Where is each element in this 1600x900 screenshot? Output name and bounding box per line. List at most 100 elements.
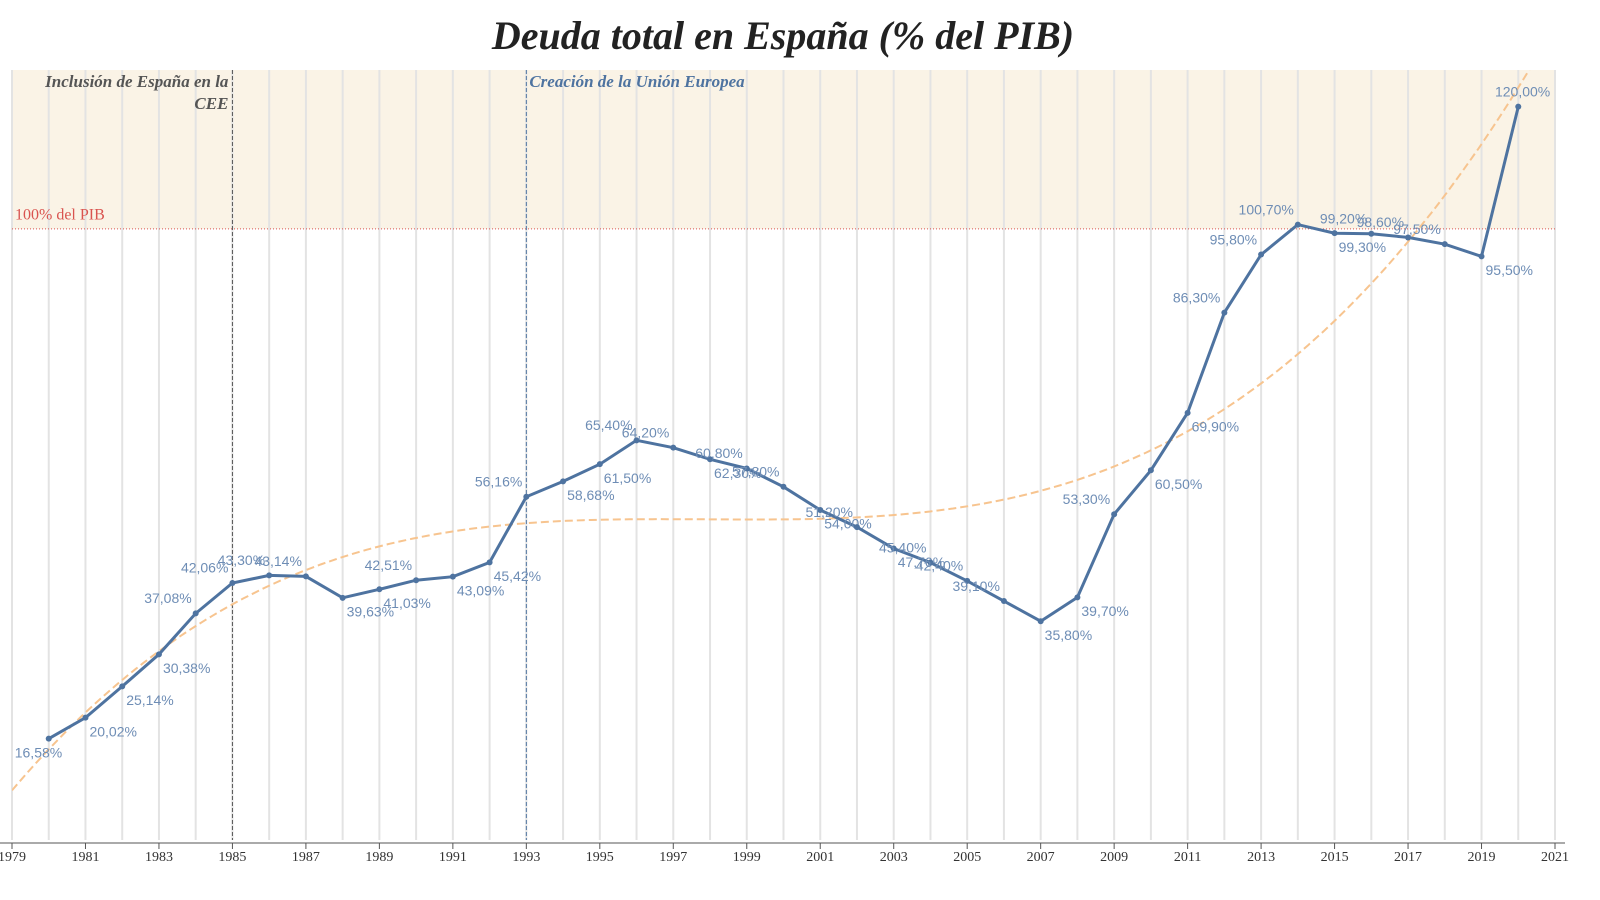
data-label: 56,16%: [475, 474, 522, 490]
data-label: 61,50%: [604, 470, 651, 486]
point: [155, 651, 162, 658]
point: [964, 577, 971, 584]
x-tick-label: 1995: [586, 850, 614, 865]
x-tick-label: 1989: [365, 850, 393, 865]
data-label: 43,09%: [457, 582, 504, 598]
x-tick-label: 2019: [1468, 850, 1496, 865]
x-tick-label: 2001: [806, 850, 834, 865]
point: [670, 444, 677, 451]
annotation-label: Inclusión de España en la CEE: [44, 72, 229, 113]
data-label: 65,40%: [585, 417, 632, 433]
annotation-label: Creación de la Unión Europea: [529, 72, 745, 91]
x-tick-label: 2009: [1100, 850, 1128, 865]
point: [1111, 511, 1118, 518]
x-tick-label: 1983: [145, 850, 173, 865]
point: [853, 524, 860, 531]
point: [780, 483, 787, 490]
point: [1074, 594, 1081, 601]
x-tick-label: 1979: [0, 850, 26, 865]
point: [1258, 251, 1265, 258]
data-label: 41,03%: [383, 595, 430, 611]
point: [927, 559, 934, 566]
data-label: 95,50%: [1486, 262, 1533, 278]
data-label: 60,80%: [695, 445, 742, 461]
data-label: 20,02%: [89, 723, 136, 739]
data-label: 99,30%: [1339, 239, 1386, 255]
data-label: 69,90%: [1192, 419, 1239, 435]
data-label: 53,30%: [1063, 491, 1110, 507]
data-label: 25,14%: [126, 692, 173, 708]
data-label: 86,30%: [1173, 289, 1220, 305]
data-label: 60,50%: [1155, 476, 1202, 492]
x-tick-label: 2011: [1174, 850, 1201, 865]
point: [376, 586, 383, 593]
point: [413, 577, 420, 584]
data-label: 39,10%: [952, 578, 999, 594]
point: [560, 478, 567, 485]
point: [302, 573, 309, 580]
point: [266, 572, 273, 579]
x-tick-label: 1997: [659, 850, 687, 865]
point: [192, 610, 199, 617]
point: [633, 437, 640, 444]
data-label: 51,20%: [805, 504, 852, 520]
point: [707, 456, 714, 463]
trendline: [12, 70, 1531, 792]
point: [1515, 103, 1522, 110]
point: [1368, 230, 1375, 237]
x-tick-label: 2015: [1321, 850, 1349, 865]
data-label: 45,42%: [494, 568, 541, 584]
data-label: 39,63%: [347, 604, 394, 620]
reference-label: 100% del PIB: [15, 207, 105, 224]
data-label: 37,08%: [144, 590, 191, 606]
data-label: 43,30%: [218, 552, 265, 568]
x-tick-label: 1987: [292, 850, 320, 865]
x-tick-label: 2007: [1027, 850, 1055, 865]
data-label: 30,38%: [163, 660, 210, 676]
point: [1478, 253, 1485, 260]
point: [1441, 241, 1448, 248]
point: [45, 735, 52, 742]
point: [449, 573, 456, 580]
point: [229, 579, 236, 586]
point: [1000, 598, 1007, 605]
point: [486, 559, 493, 566]
data-label: 16,58%: [15, 744, 62, 760]
point: [1184, 409, 1191, 416]
data-label: 45,40%: [879, 539, 926, 555]
data-label: 97,50%: [1393, 221, 1440, 237]
point: [1147, 467, 1154, 474]
data-label: 39,70%: [1081, 603, 1128, 619]
data-label: 58,68%: [567, 487, 614, 503]
point: [596, 461, 603, 468]
data-label: 35,80%: [1045, 627, 1092, 643]
x-tick-label: 2021: [1541, 850, 1569, 865]
point: [890, 545, 897, 552]
point: [1294, 221, 1301, 228]
data-label: 42,06%: [181, 560, 228, 576]
data-label: 43,14%: [254, 553, 301, 569]
x-tick-label: 2003: [880, 850, 908, 865]
data-label: 57,80%: [732, 463, 779, 479]
data-label: 120,00%: [1495, 83, 1550, 99]
point: [523, 493, 530, 500]
point: [743, 465, 750, 472]
x-tick-label: 2017: [1394, 850, 1422, 865]
chart-title: Deuda total en España (% del PIB): [491, 13, 1074, 58]
x-tick-label: 2005: [953, 850, 981, 865]
x-tick-label: 1991: [439, 850, 467, 865]
x-tick-label: 1993: [512, 850, 540, 865]
point: [1331, 230, 1338, 237]
point: [82, 714, 89, 721]
point: [817, 507, 824, 513]
x-tick-label: 1981: [71, 850, 99, 865]
data-label: 42,51%: [365, 557, 412, 573]
x-tick-label: 2013: [1247, 850, 1275, 865]
point: [1037, 618, 1044, 625]
x-tick-label: 1999: [733, 850, 761, 865]
data-label: 98,60%: [1357, 214, 1404, 230]
data-label: 95,80%: [1210, 231, 1257, 247]
data-label: 47,70%: [898, 554, 945, 570]
data-label: 100,70%: [1239, 201, 1294, 217]
